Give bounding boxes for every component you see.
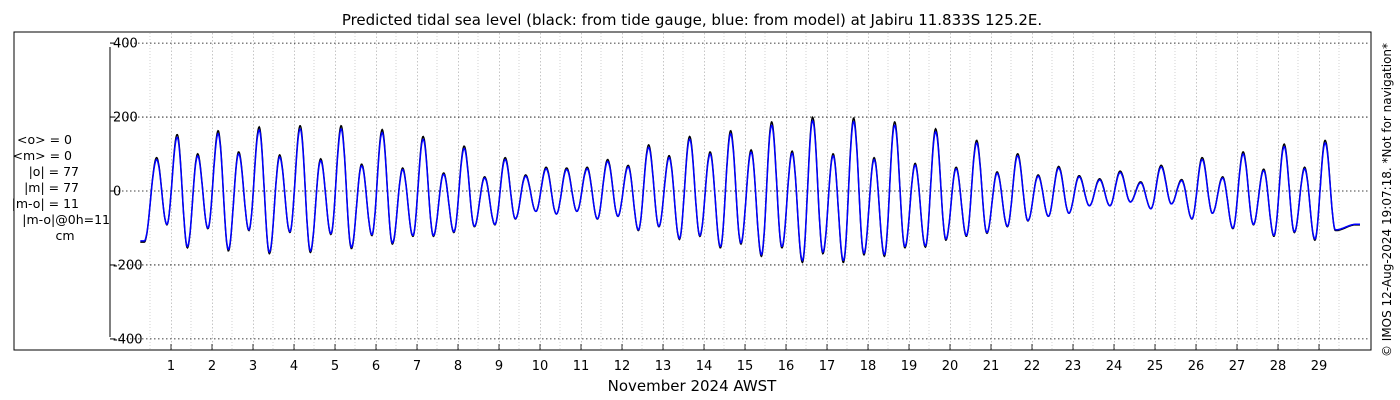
stat-unit: cm — [55, 228, 75, 243]
x-tick-label: 23 — [1065, 359, 1082, 374]
x-tick-label: 18 — [860, 359, 877, 374]
x-tick-label: 19 — [901, 359, 918, 374]
x-tick-label: 8 — [454, 359, 462, 374]
y-tick-label: -200 — [113, 258, 143, 273]
x-tick-label: 2 — [208, 359, 216, 374]
x-tick-label: 7 — [413, 359, 421, 374]
x-tick-label: 13 — [655, 359, 672, 374]
x-tick-label: 22 — [1024, 359, 1041, 374]
y-tick-label: -400 — [113, 332, 143, 347]
series-layer — [140, 115, 1360, 264]
stat-abs-diff-0h: |m-o|@0h=11 — [22, 212, 110, 227]
x-tick-label: 21 — [983, 359, 1000, 374]
y-axis-ticks: -400 -200 0 200 400 — [110, 37, 143, 347]
stat-abs-model: |m| = 77 — [24, 180, 79, 195]
x-tick-label: 28 — [1270, 359, 1287, 374]
x-tick-label: 11 — [573, 359, 590, 374]
chart-title: Predicted tidal sea level (black: from t… — [342, 11, 1042, 29]
x-tick-label: 17 — [819, 359, 836, 374]
x-tick-label: 5 — [331, 359, 339, 374]
x-tick-label: 14 — [696, 359, 713, 374]
x-tick-label: 6 — [372, 359, 380, 374]
x-tick-label: 20 — [942, 359, 959, 374]
y-tick-label: 200 — [113, 111, 138, 126]
stat-mean-obs: <o> = 0 — [17, 132, 72, 147]
x-tick-label: 3 — [249, 359, 257, 374]
x-tick-label: 15 — [737, 359, 754, 374]
stat-abs-diff: |m-o| = 11 — [11, 196, 79, 211]
x-tick-label: 16 — [778, 359, 795, 374]
x-tick-label: 10 — [532, 359, 549, 374]
y-tick-label: 400 — [113, 37, 138, 52]
stat-mean-model: <m> = 0 — [12, 148, 73, 163]
x-tick-label: 26 — [1188, 359, 1205, 374]
series-line-model — [140, 119, 1360, 262]
x-axis-label: November 2024 AWST — [608, 377, 778, 395]
x-tick-label: 29 — [1311, 359, 1328, 374]
x-tick-label: 27 — [1229, 359, 1246, 374]
stat-abs-obs: |o| = 77 — [28, 164, 79, 179]
x-tick-label: 12 — [614, 359, 631, 374]
x-tick-label: 9 — [495, 359, 503, 374]
y-tick-label: 0 — [113, 185, 121, 200]
copyright-note: © IMOS 12-Aug-2024 19:07:18. *Not for na… — [1380, 43, 1394, 357]
stats-panel: <o> = 0 <m> = 0 |o| = 77 |m| = 77 |m-o| … — [10, 132, 110, 244]
x-tick-label: 24 — [1106, 359, 1123, 374]
x-tick-label: 25 — [1147, 359, 1164, 374]
x-tick-label: 1 — [167, 359, 175, 374]
x-axis-ticks: 1 2 3 4 5 6 7 8 9 10 11 12 13 14 15 16 17 18 19 20 21 22 23 24 2… — [167, 344, 1327, 374]
x-tick-label: 4 — [290, 359, 298, 374]
